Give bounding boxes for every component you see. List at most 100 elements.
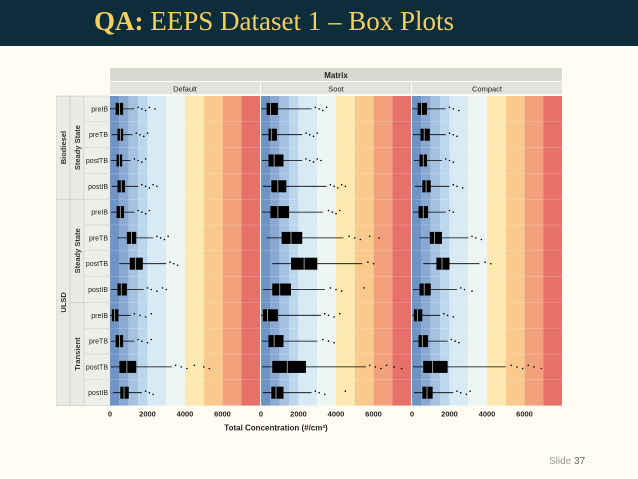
outlier-point	[459, 391, 462, 394]
box	[266, 102, 278, 115]
box	[120, 386, 129, 399]
outlier-point	[141, 211, 143, 213]
outlier-point	[318, 391, 320, 394]
box	[423, 360, 448, 373]
slide-number: Slide 37	[549, 456, 585, 467]
box	[111, 309, 119, 322]
outlier-point	[533, 366, 535, 368]
band-default-8	[203, 96, 223, 406]
outlier-point	[144, 316, 147, 318]
outlier-point	[452, 316, 455, 318]
outlier-point	[141, 183, 143, 186]
outlier-point	[331, 211, 334, 213]
outlier-point	[380, 367, 382, 370]
outlier-point	[148, 106, 151, 109]
band-soot-6	[317, 96, 336, 406]
band-default-2	[119, 96, 129, 406]
outlier-point	[144, 212, 147, 215]
box	[413, 309, 423, 322]
outlier-point	[144, 109, 147, 112]
outlier-point	[452, 133, 455, 136]
matrix-title: Matrix	[324, 71, 348, 80]
outlier-point	[385, 364, 388, 367]
outlier-point	[320, 159, 322, 162]
outlier-point	[176, 264, 179, 267]
band-default-5	[147, 96, 167, 406]
condition-label-3: Transient	[73, 337, 82, 371]
outlier-point	[372, 262, 375, 265]
outlier-point	[308, 159, 311, 162]
outlier-point	[521, 367, 524, 370]
x-tick-soot-0: 0	[259, 410, 263, 419]
outlier-point	[133, 158, 136, 160]
x-tick-soot-2000: 2000	[290, 410, 307, 419]
box	[422, 386, 433, 399]
box	[117, 283, 127, 296]
band-compact-8	[505, 96, 525, 406]
outlier-point	[167, 235, 169, 238]
row-label-9: preIB	[91, 313, 108, 320]
outlier-point	[322, 338, 324, 341]
box	[268, 128, 277, 141]
band-default-3	[128, 96, 139, 406]
outlier-point	[308, 133, 311, 136]
row-header-11	[83, 353, 111, 380]
outlier-point	[146, 287, 149, 289]
panel-strip-default	[110, 82, 260, 94]
outlier-point	[443, 312, 445, 315]
x-tick-soot-6000: 6000	[365, 410, 382, 419]
panel-strip-compact	[412, 82, 562, 94]
fuel-label-ulsd: ULSD	[59, 292, 68, 313]
outlier-point	[305, 132, 307, 134]
outlier-point	[172, 262, 175, 265]
outlier-point	[141, 340, 143, 342]
outlier-point	[316, 158, 319, 160]
outlier-point	[156, 290, 158, 292]
outlier-point	[152, 183, 154, 186]
outlier-point	[458, 341, 460, 344]
outlier-point	[146, 341, 149, 344]
outlier-point	[463, 288, 466, 291]
outlier-point	[180, 366, 183, 368]
band-soot-8	[354, 96, 374, 406]
outlier-point	[323, 393, 326, 396]
outlier-point	[327, 314, 330, 317]
box	[268, 154, 284, 167]
outlier-point	[469, 390, 471, 392]
outlier-point	[186, 367, 188, 370]
row-label-5: preIB	[91, 210, 108, 217]
outlier-point	[484, 261, 486, 263]
outlier-point	[150, 338, 153, 341]
x-tick-default-6000: 6000	[214, 410, 231, 419]
box	[119, 360, 137, 373]
outlier-point	[340, 183, 343, 186]
outlier-point	[540, 367, 543, 370]
outlier-point	[516, 366, 518, 368]
box	[271, 180, 287, 193]
outlier-point	[314, 106, 317, 109]
outlier-point	[152, 393, 154, 396]
x-tick-soot-4000: 4000	[328, 410, 345, 419]
title-bar: QA: EEPS Dataset 1 – Box Plots	[0, 0, 638, 46]
slide-label: Slide	[549, 456, 572, 467]
outlier-point	[368, 235, 371, 238]
box	[422, 180, 431, 193]
band-default-10	[241, 96, 260, 406]
x-tick-default-0: 0	[108, 410, 112, 419]
band-soot-7	[336, 96, 355, 406]
outlier-point	[452, 183, 455, 186]
slide-number-value: 37	[574, 456, 586, 467]
outlier-point	[471, 290, 473, 292]
outlier-point	[133, 312, 136, 315]
box	[419, 283, 431, 296]
outlier-point	[448, 106, 451, 109]
row-label-11: postTB	[86, 364, 109, 371]
row-header-5	[83, 198, 111, 226]
box	[270, 206, 290, 219]
outlier-point	[335, 288, 337, 291]
outlier-point	[142, 135, 145, 138]
outlier-point	[327, 209, 330, 212]
band-compact-5	[449, 96, 469, 406]
outlier-point	[338, 209, 341, 212]
row-label-3: postTB	[86, 158, 109, 165]
